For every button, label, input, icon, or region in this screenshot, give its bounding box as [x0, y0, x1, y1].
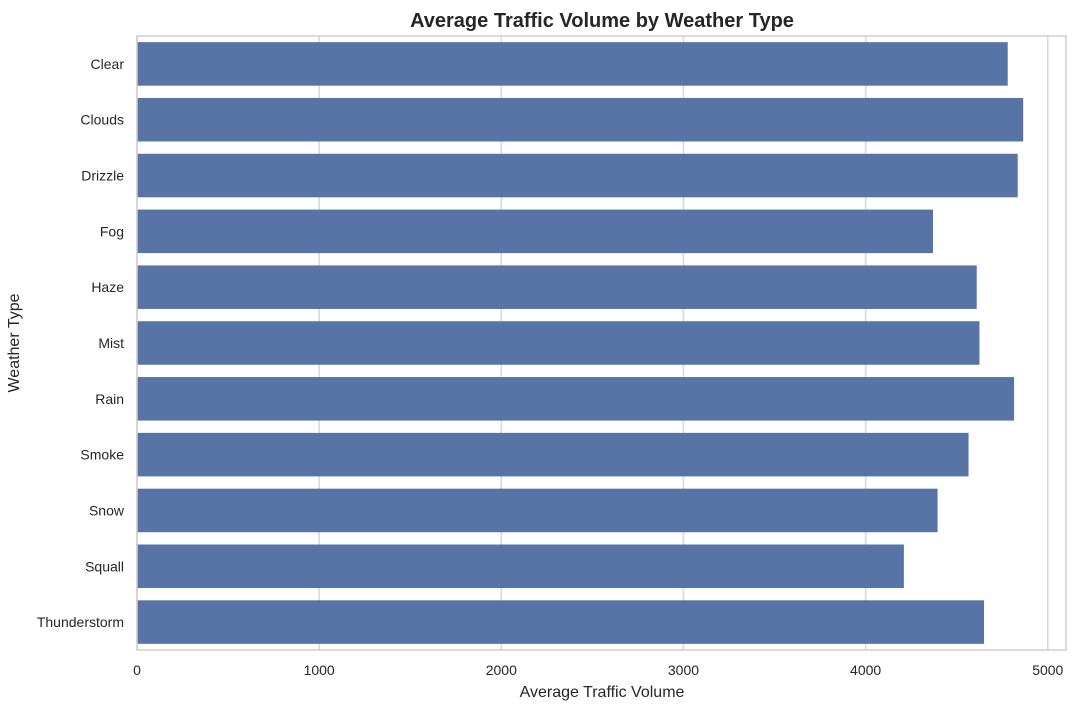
x-tick-label: 1000: [304, 662, 335, 678]
y-tick-label: Thunderstorm: [37, 614, 124, 630]
bar-squall: [137, 544, 904, 589]
bars: [137, 42, 1024, 644]
bar-thunderstorm: [137, 600, 985, 644]
x-tick-label: 0: [133, 662, 141, 678]
y-tick-label: Squall: [85, 558, 124, 574]
x-tick-labels: 0 1000 2000 3000 4000 5000: [133, 662, 1063, 678]
chart-title: Average Traffic Volume by Weather Type: [410, 10, 794, 32]
y-tick-labels: Clear Clouds Drizzle Fog Haze Mist Rain Smoke Sn…: [37, 56, 125, 630]
x-tick-label: 5000: [1032, 662, 1063, 678]
bar-snow: [137, 488, 938, 533]
y-tick-label: Clouds: [80, 112, 124, 128]
y-tick-label: Clear: [91, 56, 125, 72]
bar-clouds: [137, 97, 1024, 142]
bar-mist: [137, 321, 980, 365]
y-axis-label: Weather Type: [6, 293, 23, 392]
bar-fog: [137, 209, 934, 254]
bar-smoke: [137, 432, 969, 477]
bar-drizzle: [137, 153, 1018, 198]
y-tick-label: Snow: [89, 502, 125, 518]
x-axis-label: Average Traffic Volume: [520, 684, 685, 701]
x-tick-label: 2000: [486, 662, 517, 678]
bar-haze: [137, 265, 977, 309]
y-tick-label: Rain: [95, 391, 124, 407]
x-tick-label: 3000: [668, 662, 699, 678]
y-tick-label: Mist: [98, 335, 124, 351]
y-tick-label: Fog: [100, 223, 124, 239]
y-tick-label: Smoke: [80, 447, 124, 463]
x-tick-label: 4000: [850, 662, 881, 678]
y-tick-label: Drizzle: [81, 168, 124, 184]
bar-rain: [137, 377, 1015, 421]
bar-clear: [137, 42, 1008, 86]
y-tick-label: Haze: [91, 279, 124, 295]
plot-frame: [136, 35, 1067, 651]
